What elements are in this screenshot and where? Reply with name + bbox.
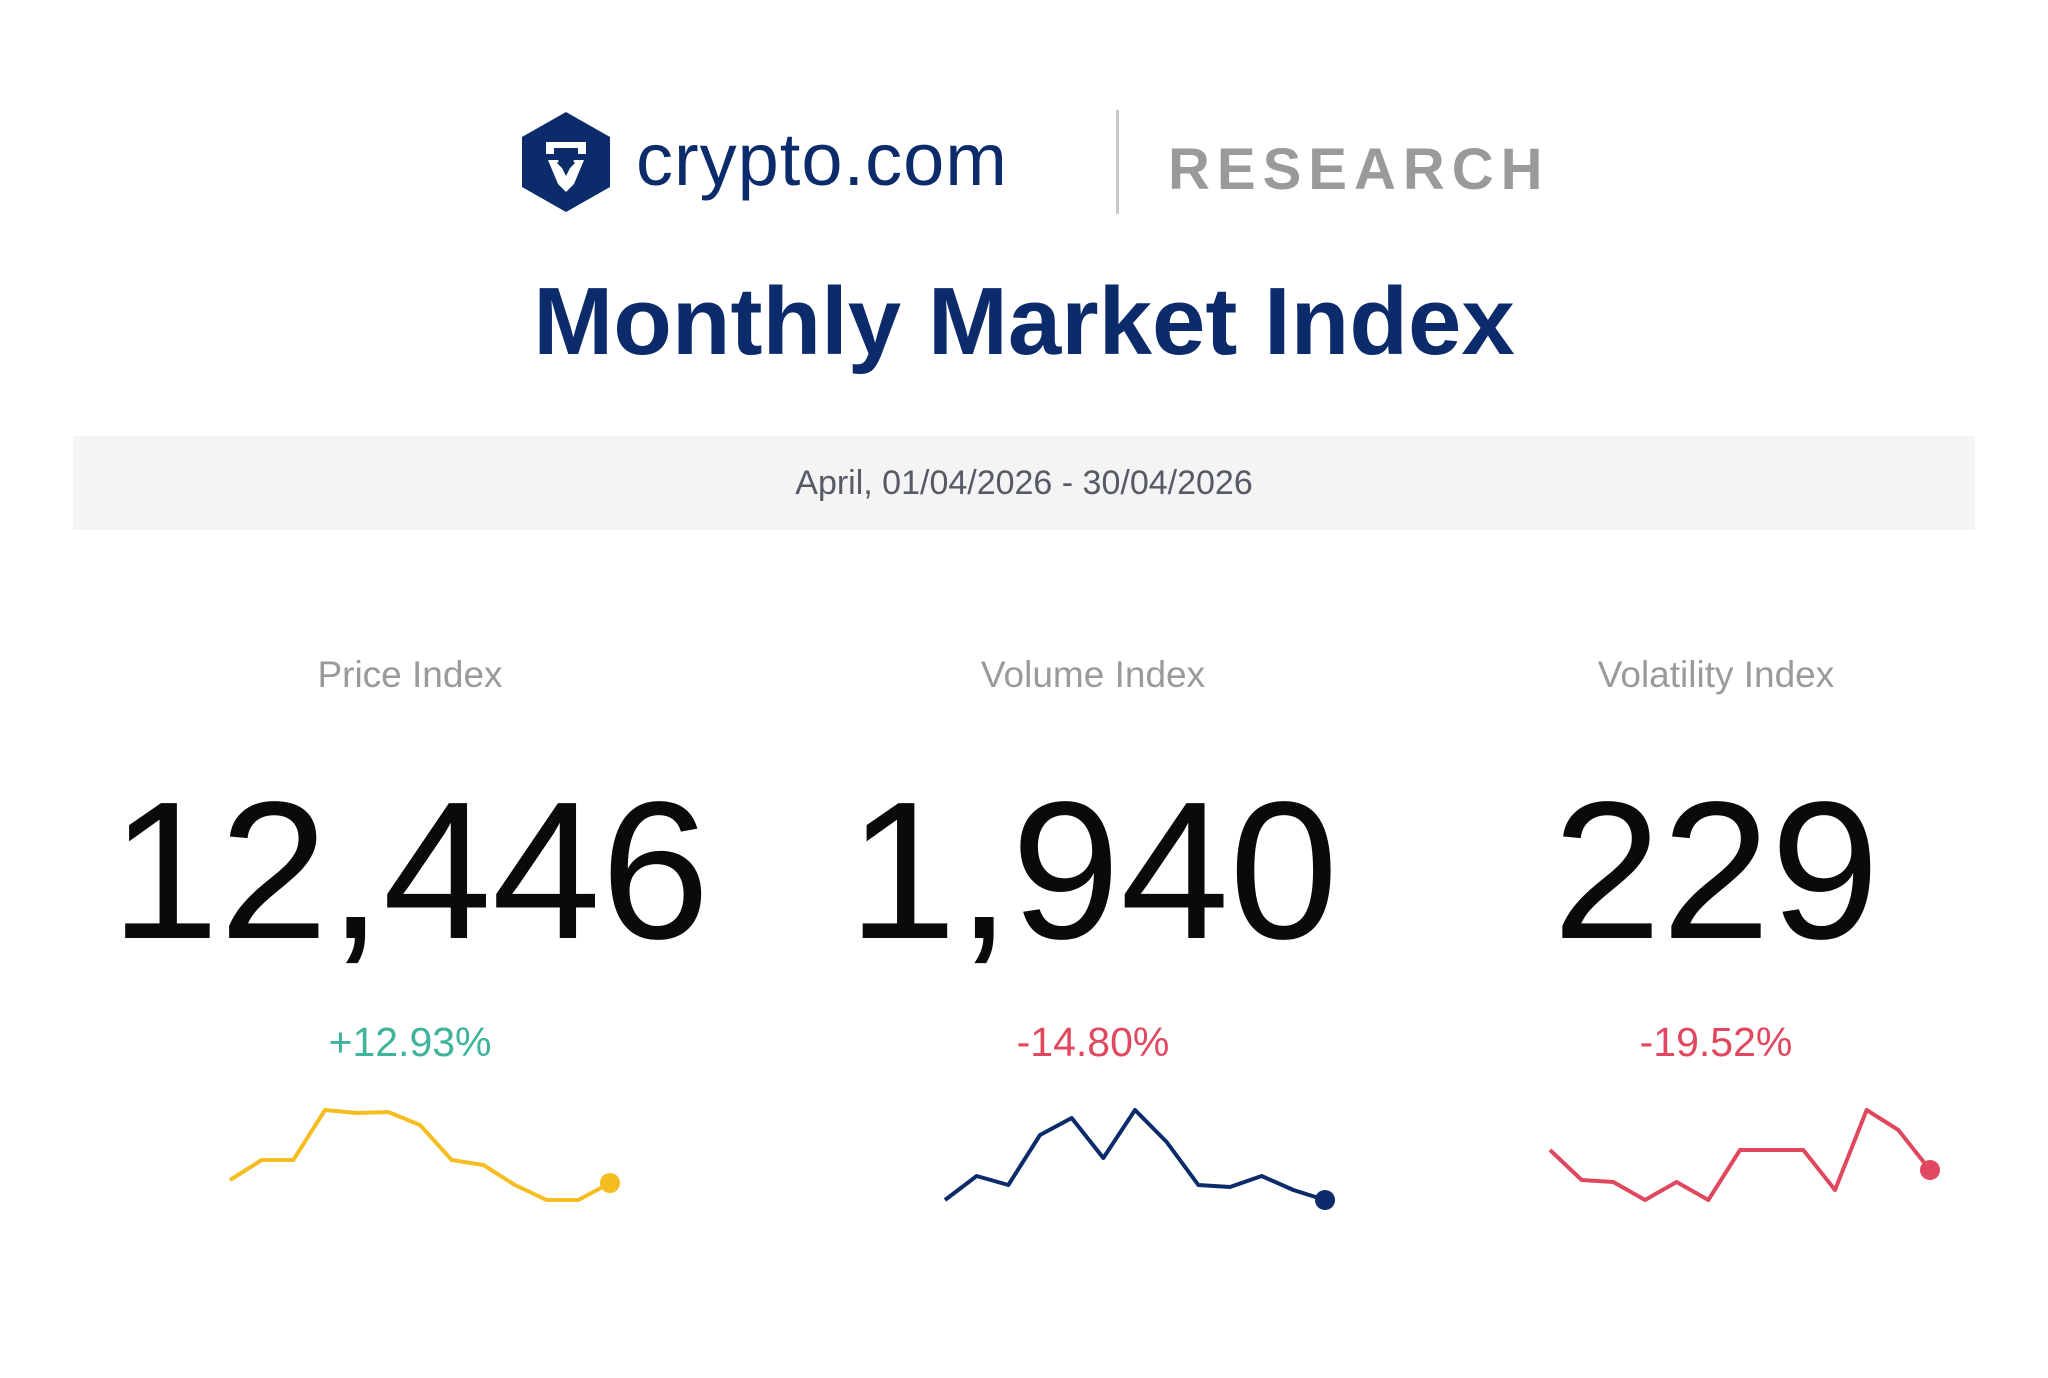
section-label: RESEARCH xyxy=(1168,137,1550,202)
metric-change: -19.52% xyxy=(1639,1019,1793,1065)
sparkline-end-point xyxy=(1315,1190,1335,1210)
sparkline-series xyxy=(1548,1108,1932,1202)
brand-divider xyxy=(1116,110,1119,214)
metric-volatility-index: Volatility Index 229 -19.52% xyxy=(1306,640,2048,1072)
metric-label: Price Index xyxy=(317,654,503,695)
sparkline-end-point xyxy=(600,1173,620,1193)
metric-price-index: Price Index 12,446 +12.93% xyxy=(0,640,820,1072)
metric-value: 1,940 xyxy=(847,761,1339,980)
date-range: April, 01/04/2026 - 30/04/2026 xyxy=(795,463,1253,502)
page-title: Monthly Market Index xyxy=(533,268,1515,375)
metric-label: Volume Index xyxy=(980,654,1206,695)
sparkline-end-point xyxy=(1920,1160,1940,1180)
price-sparkline xyxy=(228,1108,620,1202)
metric-change: -14.80% xyxy=(1016,1019,1170,1065)
metric-label: Volatility Index xyxy=(1597,654,1835,695)
metric-value: 12,446 xyxy=(110,761,710,980)
sparkline-series xyxy=(943,1108,1326,1202)
metric-value: 229 xyxy=(1552,761,1880,980)
brand-header: crypto.com RESEARCH xyxy=(0,110,2048,220)
volatility-sparkline xyxy=(1548,1108,1940,1202)
metric-change: +12.93% xyxy=(328,1019,492,1065)
lion-hexagon-logo-icon xyxy=(522,112,610,212)
sparkline-series xyxy=(228,1108,611,1202)
date-range-band: April, 01/04/2026 - 30/04/2026 xyxy=(73,436,1975,530)
volume-sparkline xyxy=(943,1108,1335,1210)
metric-volume-index: Volume Index 1,940 -14.80% xyxy=(683,640,1503,1072)
brand-name: crypto.com xyxy=(636,118,1008,201)
